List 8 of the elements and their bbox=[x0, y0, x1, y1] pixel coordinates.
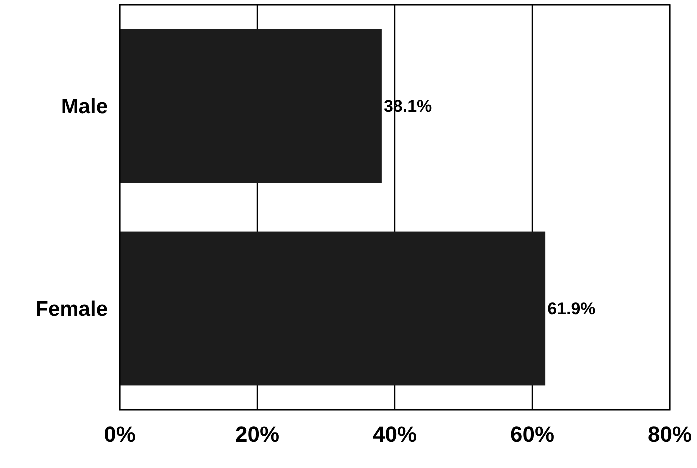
x-tick-label: 0% bbox=[104, 422, 136, 447]
y-tick-label: Male bbox=[61, 96, 108, 119]
x-tick-label: 80% bbox=[648, 422, 692, 447]
data-label: 61.9% bbox=[548, 300, 596, 319]
y-tick-label: Female bbox=[36, 298, 108, 322]
x-tick-label: 20% bbox=[235, 422, 280, 447]
x-tick-label: 60% bbox=[510, 422, 555, 447]
x-tick-label: 40% bbox=[372, 422, 418, 447]
